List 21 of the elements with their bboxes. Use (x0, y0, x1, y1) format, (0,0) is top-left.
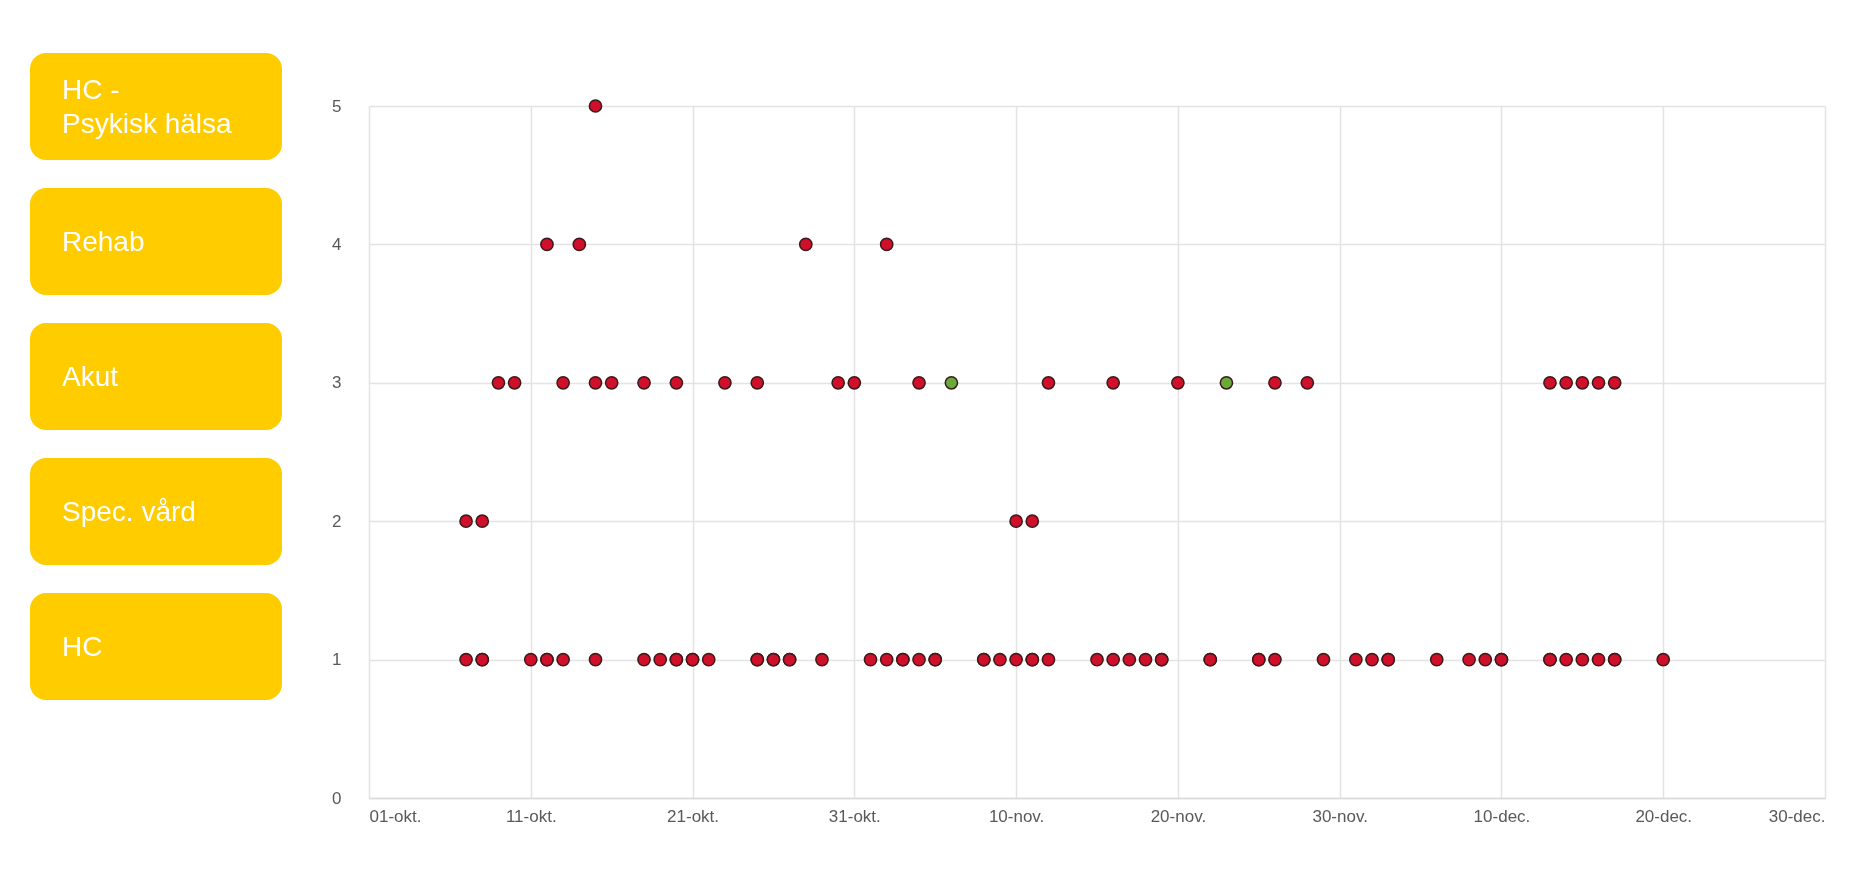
y-tick-label: 4 (332, 234, 342, 254)
y-tick-label: 1 (332, 650, 342, 670)
y-tick-label: 2 (332, 511, 342, 531)
x-tick-label: 01-okt. (369, 806, 422, 826)
x-tick-label: 30-dec. (1768, 806, 1826, 826)
x-tick-label: 20-nov. (1150, 806, 1207, 826)
x-tick-label: 10-dec. (1473, 806, 1531, 826)
text: HC - Psykisk hälsa (30, 53, 282, 160)
text: Spec. vård (30, 458, 282, 565)
x-tick-label: 10-nov. (988, 806, 1045, 826)
x-tick-label: 31-okt. (828, 806, 881, 826)
x-tick-label: 11-okt. (505, 806, 557, 826)
text: Rehab (30, 188, 282, 295)
text: Akut (30, 323, 282, 430)
text: HC (30, 593, 282, 700)
x-tick-label: 21-okt. (667, 806, 720, 826)
y-tick-label: 0 (332, 788, 342, 808)
y-tick-label: 5 (332, 96, 342, 116)
y-tick-label: 3 (332, 373, 342, 393)
x-tick-label: 20-dec. (1635, 806, 1693, 826)
x-tick-label: 30-nov. (1312, 806, 1368, 826)
